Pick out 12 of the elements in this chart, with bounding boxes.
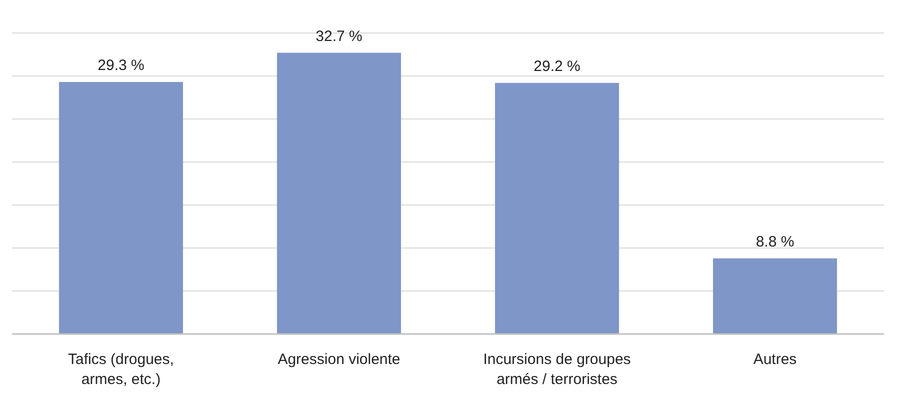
data-label: 29.2 %	[534, 58, 580, 75]
data-label: 29.3 %	[98, 57, 144, 74]
bar	[713, 258, 837, 334]
bar	[277, 52, 401, 334]
x-tick-label: Incursions de groupes armés / terroristes	[483, 351, 631, 388]
x-tick-label: Tafics (drogues, armes, etc.)	[68, 351, 174, 388]
x-tick-label: Agression violente	[278, 351, 400, 368]
bar	[59, 82, 183, 334]
data-label: 8.8 %	[756, 233, 794, 250]
x-tick-label: Autres	[753, 351, 797, 368]
bar	[495, 82, 619, 334]
data-label: 32.7 %	[316, 28, 362, 45]
